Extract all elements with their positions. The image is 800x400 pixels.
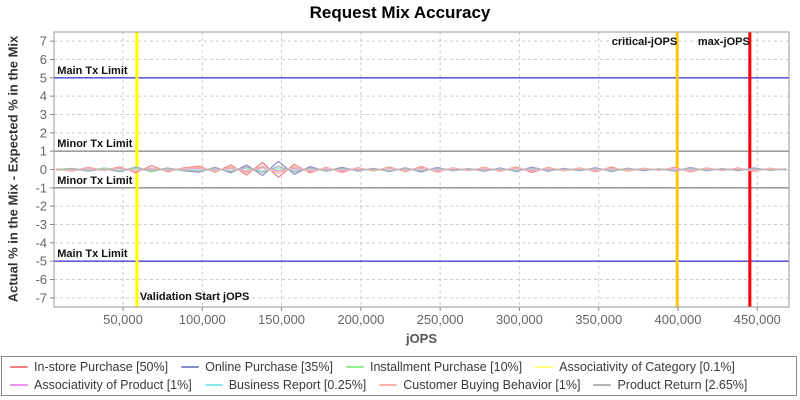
y-tick-label: 1 — [40, 144, 47, 159]
legend-swatch — [10, 384, 28, 386]
legend-swatch — [181, 366, 200, 368]
legend-label: Online Purchase [35%] — [205, 360, 333, 374]
y-tick-label: 5 — [40, 70, 47, 85]
y-tick-label: -3 — [35, 217, 47, 232]
annotation-label: Validation Start jOPS — [140, 291, 249, 303]
y-tick-label: -6 — [35, 272, 47, 287]
y-tick-label: 3 — [40, 107, 47, 122]
x-tick-label: 350,000 — [575, 312, 622, 327]
y-tick-label: -5 — [35, 254, 47, 269]
series-line — [56, 165, 786, 174]
x-tick-label: 50,000 — [103, 312, 143, 327]
annotation-label: critical-jOPS — [612, 36, 677, 48]
legend-swatch — [345, 366, 364, 368]
annotation-label: max-jOPS — [698, 36, 750, 48]
x-tick-label: 200,000 — [337, 312, 384, 327]
legend: In-store Purchase [50%] Online Purchase [… — [1, 356, 797, 396]
x-axis-title: jOPS — [405, 331, 438, 346]
legend-row-1: In-store Purchase [50%] Online Purchase [… — [6, 358, 792, 376]
legend-item: Business Report [0.25%] — [204, 378, 367, 392]
y-tick-label: -7 — [35, 290, 47, 305]
annotation-label: Main Tx Limit — [57, 248, 128, 260]
annotation-label: Minor Tx Limit — [57, 138, 133, 150]
x-tick-label: 150,000 — [258, 312, 305, 327]
legend-swatch — [204, 384, 223, 386]
y-tick-label: -1 — [35, 180, 47, 195]
legend-item: Installment Purchase [10%] — [345, 360, 523, 374]
x-tick-label: 300,000 — [496, 312, 543, 327]
plot-area: 50,000 100,000 150,000 200,000 250,000 300,00… — [35, 31, 790, 327]
annotation-label: Main Tx Limit — [57, 65, 128, 77]
x-tick-label: 450,000 — [734, 312, 781, 327]
legend-swatch — [379, 384, 398, 386]
legend-label: Associativity of Product [1%] — [34, 378, 192, 392]
legend-swatch — [593, 384, 612, 386]
y-tick-label: -4 — [35, 235, 47, 250]
y-tick-label: 4 — [40, 89, 47, 104]
legend-item: Product Return [2.65%] — [593, 378, 747, 392]
x-tick-label: 100,000 — [179, 312, 226, 327]
y-tick-label: -2 — [35, 199, 47, 214]
legend-item: Online Purchase [35%] — [181, 360, 333, 374]
y-tick-label: 7 — [40, 34, 47, 49]
annotation-label: Minor Tx Limit — [57, 175, 133, 187]
x-tick-label: 400,000 — [654, 312, 701, 327]
y-tick-label: 2 — [40, 125, 47, 140]
y-tick-label: 6 — [40, 52, 47, 67]
legend-label: In-store Purchase [50%] — [34, 360, 169, 374]
y-tick-label: 0 — [40, 162, 47, 177]
legend-item: In-store Purchase [50%] — [10, 360, 168, 374]
legend-row-2: Associativity of Product [1%] Business Re… — [6, 376, 792, 394]
chart-title: Request Mix Accuracy — [309, 3, 491, 22]
x-tick-label: 250,000 — [417, 312, 464, 327]
legend-label: Associativity of Category [0.1%] — [559, 360, 735, 374]
legend-swatch — [535, 366, 554, 368]
legend-swatch — [10, 366, 28, 368]
legend-label: Product Return [2.65%] — [617, 378, 748, 392]
legend-label: Customer Buying Behavior [1%] — [403, 378, 581, 392]
legend-item: Associativity of Category [0.1%] — [535, 360, 735, 374]
legend-label: Business Report [0.25%] — [228, 378, 367, 392]
legend-item: Associativity of Product [1%] — [10, 378, 192, 392]
legend-item: Customer Buying Behavior [1%] — [379, 378, 580, 392]
legend-label: Installment Purchase [10%] — [369, 360, 523, 374]
